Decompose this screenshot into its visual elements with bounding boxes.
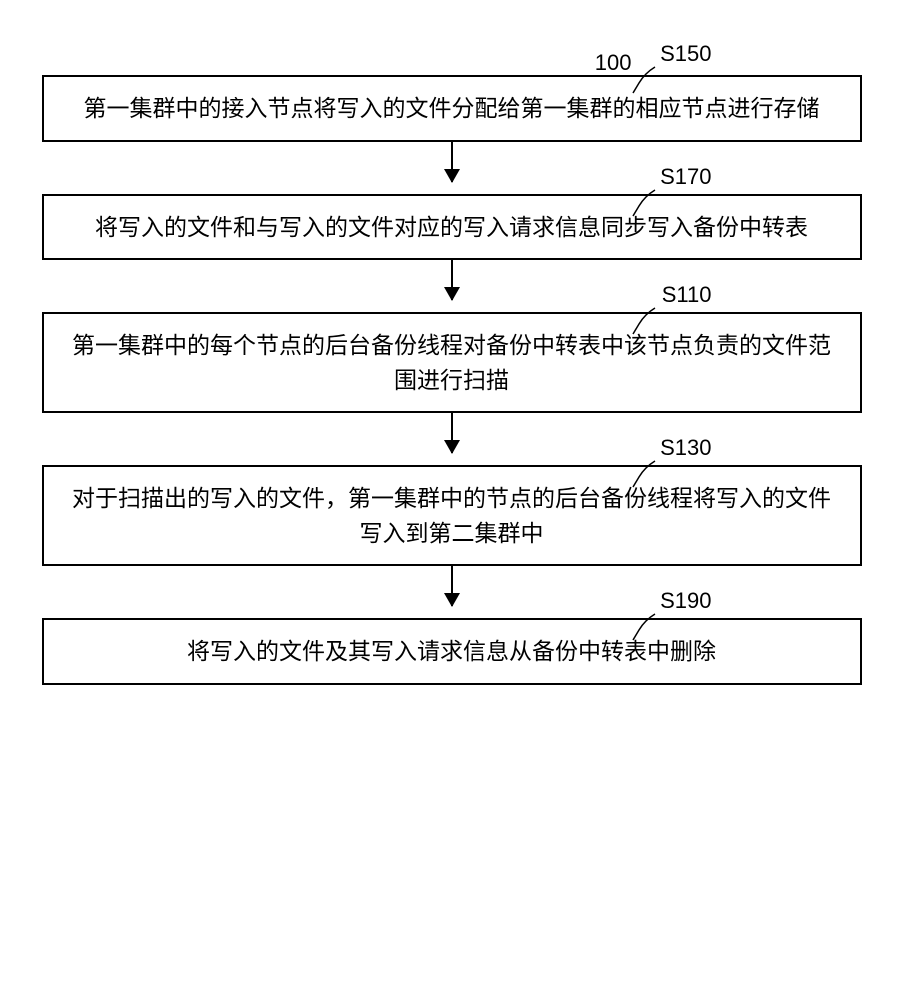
step-box: 将写入的文件及其写入请求信息从备份中转表中删除 xyxy=(42,618,862,685)
step-s170: S170 将写入的文件和与写入的文件对应的写入请求信息同步写入备份中转表 xyxy=(42,194,862,261)
step-s150: S150 第一集群中的接入节点将写入的文件分配给第一集群的相应节点进行存储 xyxy=(42,75,862,142)
step-box: 对于扫描出的写入的文件，第一集群中的节点的后台备份线程将写入的文件写入到第二集群… xyxy=(42,465,862,566)
step-text: 第一集群中的每个节点的后台备份线程对备份中转表中该节点负责的文件范围进行扫描 xyxy=(72,332,831,393)
step-label: S110 xyxy=(662,282,712,308)
leader-line xyxy=(631,188,657,218)
leader-line xyxy=(631,612,657,642)
step-text: 第一集群中的接入节点将写入的文件分配给第一集群的相应节点进行存储 xyxy=(84,95,820,121)
arrow-connector xyxy=(42,411,862,453)
step-label: S190 xyxy=(660,588,711,614)
step-s190: S190 将写入的文件及其写入请求信息从备份中转表中删除 xyxy=(42,618,862,685)
arrow-connector xyxy=(42,564,862,606)
leader-line xyxy=(631,459,657,489)
step-s130: S130 对于扫描出的写入的文件，第一集群中的节点的后台备份线程将写入的文件写入… xyxy=(42,465,862,566)
arrow-connector xyxy=(42,258,862,300)
step-text: 对于扫描出的写入的文件，第一集群中的节点的后台备份线程将写入的文件写入到第二集群… xyxy=(72,485,831,546)
diagram-title-label: 100 xyxy=(595,50,632,76)
step-label: S150 xyxy=(660,41,711,67)
step-box: 第一集群中的接入节点将写入的文件分配给第一集群的相应节点进行存储 xyxy=(42,75,862,142)
step-label: S130 xyxy=(660,435,711,461)
step-box: 将写入的文件和与写入的文件对应的写入请求信息同步写入备份中转表 xyxy=(42,194,862,261)
step-s110: S110 第一集群中的每个节点的后台备份线程对备份中转表中该节点负责的文件范围进… xyxy=(42,312,862,413)
flowchart: 100 S150 第一集群中的接入节点将写入的文件分配给第一集群的相应节点进行存… xyxy=(42,75,862,685)
step-box: 第一集群中的每个节点的后台备份线程对备份中转表中该节点负责的文件范围进行扫描 xyxy=(42,312,862,413)
leader-line xyxy=(631,306,657,336)
leader-line xyxy=(631,65,657,95)
step-label: S170 xyxy=(660,164,711,190)
arrow-connector xyxy=(42,140,862,182)
step-text: 将写入的文件和与写入的文件对应的写入请求信息同步写入备份中转表 xyxy=(95,214,808,240)
